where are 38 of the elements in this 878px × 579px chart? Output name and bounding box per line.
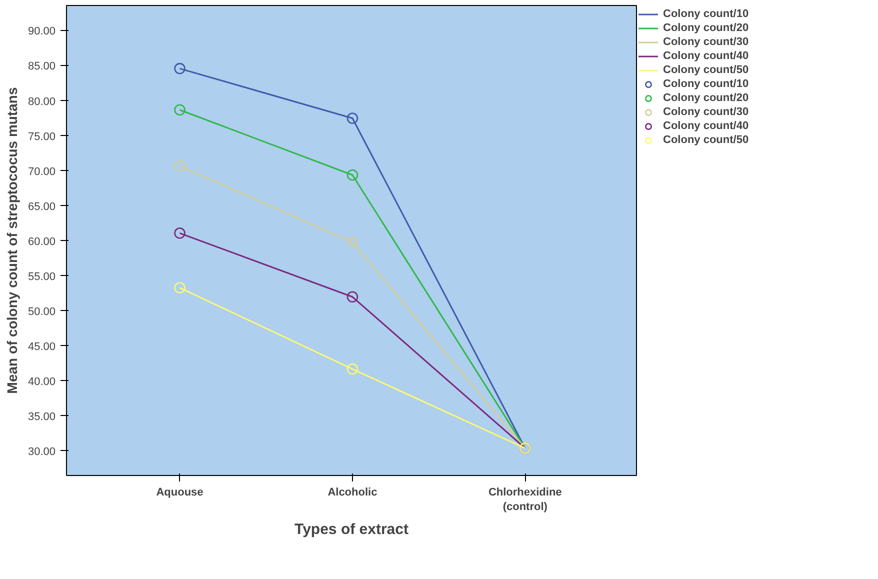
text: Colony count/50 xyxy=(663,64,749,76)
x-tick-label: Chlorhexidine (control) xyxy=(488,486,562,513)
y-tick-label: 80.00 xyxy=(28,96,56,108)
y-axis-title: Mean of colony count of streptococus mutans xyxy=(4,87,20,394)
point xyxy=(174,62,186,74)
y-tick-label: 55.00 xyxy=(28,270,56,283)
y-tick-label: 40.00 xyxy=(28,376,56,388)
y-tick-label: 70.00 xyxy=(28,166,56,178)
y-tick-label: 35.00 xyxy=(28,410,56,423)
y-tick-label: 30.00 xyxy=(28,446,56,458)
y-tick-label: 90.00 xyxy=(28,26,56,38)
point xyxy=(346,169,358,181)
text: Colony count/20 xyxy=(663,22,749,34)
y-tick-label: 50.00 xyxy=(28,306,56,318)
y-tick-label: 65.00 xyxy=(28,200,56,213)
point xyxy=(346,112,358,124)
point xyxy=(346,363,358,375)
x-tick-label: Alcoholic xyxy=(328,486,378,498)
point xyxy=(346,236,358,248)
point xyxy=(174,228,186,239)
y-tick-label: 60.00 xyxy=(28,236,56,248)
y-tick-label: 85.00 xyxy=(28,60,56,73)
y-tick-label: 45.00 xyxy=(28,340,56,353)
legend-label: Colony count/10 xyxy=(663,77,749,91)
point xyxy=(174,104,186,116)
text: Colony count/10 xyxy=(663,8,749,20)
x-tick-label: Aquouse xyxy=(156,486,204,498)
legend-label: Colony count/30 xyxy=(663,105,749,119)
legend-label: Colony count/40 xyxy=(663,119,749,133)
point xyxy=(174,282,186,294)
y-tick-label: 75.00 xyxy=(28,130,56,143)
point xyxy=(346,291,358,303)
text: Colony count/40 xyxy=(663,50,749,62)
legend-label: Colony count/20 xyxy=(663,91,749,105)
text: Colony count/30 xyxy=(663,36,749,48)
point xyxy=(174,160,186,172)
legend-label: Colony count/50 xyxy=(663,133,749,147)
x-axis-title: Types of extract xyxy=(294,520,408,538)
